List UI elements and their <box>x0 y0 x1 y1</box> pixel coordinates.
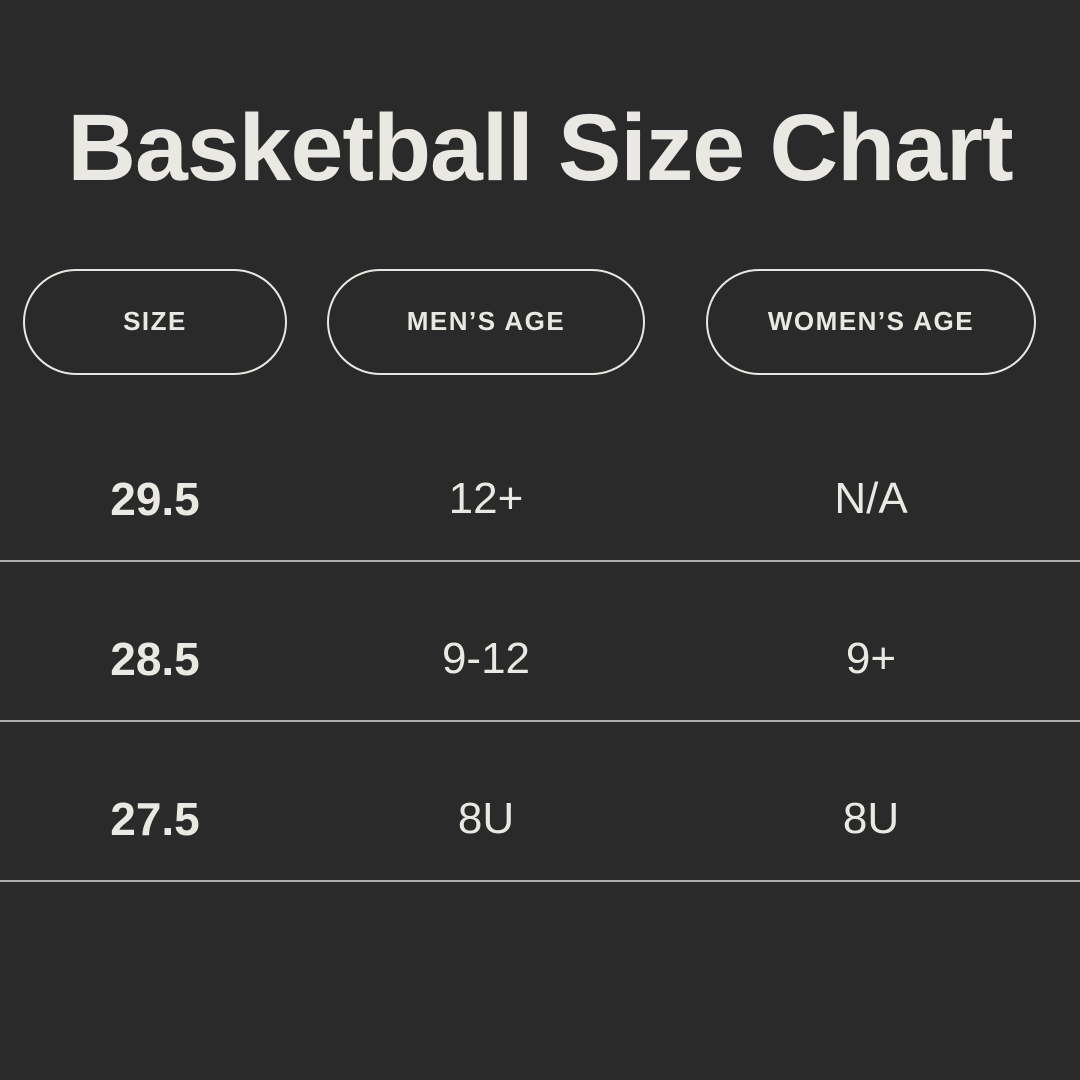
mens-age-value: 8U <box>457 793 515 843</box>
table-row: 29.5 12+ N/A <box>0 402 1080 562</box>
womens-age-value: N/A <box>834 473 908 523</box>
mens-age-column-header-pill: MEN’S AGE <box>327 268 645 375</box>
table-row: 27.5 8U 8U <box>0 722 1080 882</box>
page-title: Basketball Size Chart <box>67 95 1013 201</box>
header-cell-mens-age: MEN’S AGE <box>310 268 662 375</box>
header-cell-womens-age: WOMEN’S AGE <box>662 268 1080 375</box>
mens-age-value: 12+ <box>448 473 524 523</box>
table-header-row: SIZE MEN’S AGE WOMEN’S AGE <box>0 268 1080 375</box>
size-column-header-label: SIZE <box>123 306 187 336</box>
header-cell-size: SIZE <box>0 268 310 375</box>
size-value: 29.5 <box>110 472 200 525</box>
womens-age-column-header-pill: WOMEN’S AGE <box>706 268 1036 375</box>
mens-age-value: 9-12 <box>441 633 531 683</box>
womens-age-value: 8U <box>842 793 900 843</box>
size-value: 28.5 <box>110 632 200 685</box>
table-row: 28.5 9-12 9+ <box>0 562 1080 722</box>
womens-age-column-header-label: WOMEN’S AGE <box>767 306 975 336</box>
size-value: 27.5 <box>110 792 200 845</box>
womens-age-value: 9+ <box>845 633 897 683</box>
table-body: 29.5 12+ N/A 28.5 9-12 9+ 27.5 8U 8U <box>0 402 1080 882</box>
size-column-header-pill: SIZE <box>23 268 287 375</box>
mens-age-column-header-label: MEN’S AGE <box>406 306 566 336</box>
